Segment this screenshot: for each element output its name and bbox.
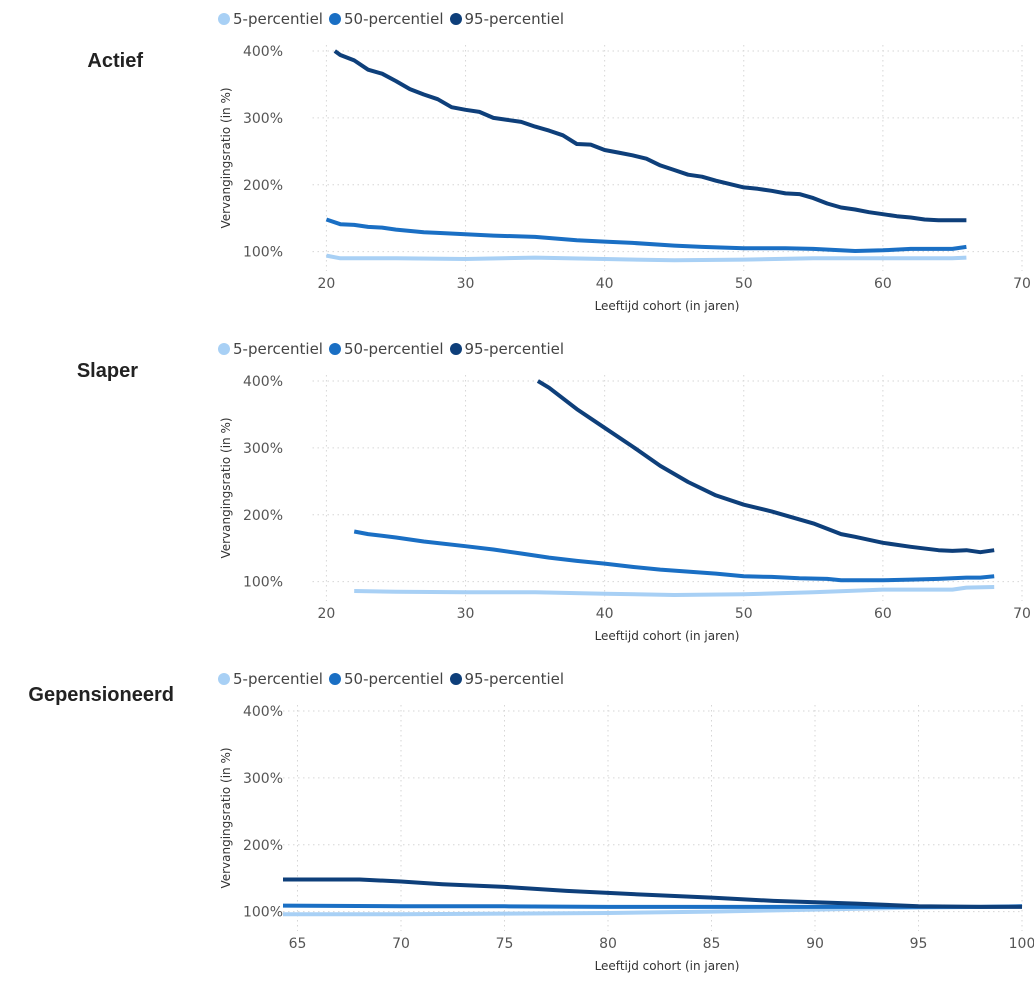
- chart-panel-actief: Actief 5-percentiel 50-percentiel 95-per…: [0, 0, 1034, 330]
- x-tick-label: 70: [392, 936, 410, 952]
- legend-dot-icon: [328, 673, 341, 685]
- chart-panel-gepensioneerd: Gepensioneerd 5-percentiel 50-percentiel…: [0, 660, 1034, 990]
- y-axis-title: Vervangingsratio (in %): [219, 417, 233, 558]
- legend: 5-percentiel 50-percentiel 95-percentiel: [218, 338, 570, 360]
- legend-dot-icon: [218, 673, 230, 685]
- legend-label: 95-percentiel: [464, 670, 565, 688]
- series-line-95-percentiel: [283, 877, 1022, 909]
- legend-item-50: 50-percentiel: [328, 340, 444, 358]
- legend-label: 5-percentiel: [233, 670, 323, 688]
- x-tick-label: 20: [317, 276, 335, 292]
- legend-label: 50-percentiel: [343, 670, 444, 688]
- legend: 5-percentiel 50-percentiel 95-percentiel: [218, 8, 570, 30]
- y-tick-label: 300%: [243, 111, 283, 127]
- x-tick-label: 30: [457, 276, 475, 292]
- y-tick-label: 200%: [243, 178, 283, 194]
- y-tick-label: 200%: [243, 838, 283, 854]
- legend-label: 95-percentiel: [464, 340, 565, 358]
- x-tick-label: 50: [735, 606, 753, 622]
- legend-dot-icon: [218, 343, 230, 355]
- series-line-95-percentiel: [333, 49, 967, 223]
- legend-dot-icon: [449, 13, 462, 25]
- legend-label: 95-percentiel: [464, 10, 565, 28]
- legend-label: 5-percentiel: [233, 340, 323, 358]
- y-tick-label: 100%: [243, 245, 283, 261]
- y-axis-title: Vervangingsratio (in %): [219, 747, 233, 888]
- chart-svg: 100% 200% 300% 400% 20 30 40 50 60 70 Vervangingsr…: [219, 44, 1031, 313]
- panel-title: Gepensioneerd: [28, 684, 174, 706]
- panel-title: Slaper: [76, 360, 138, 382]
- series-line-50-percentiel: [325, 217, 967, 253]
- legend-label: 50-percentiel: [343, 340, 444, 358]
- x-tick-label: 90: [806, 936, 824, 952]
- legend-dot-icon: [449, 343, 462, 355]
- legend-label: 50-percentiel: [343, 10, 444, 28]
- panel-title: Actief: [87, 50, 143, 72]
- x-tick-label: 65: [289, 936, 307, 952]
- grid: [312, 375, 1023, 601]
- y-tick-label: 200%: [243, 508, 283, 524]
- legend-item-5: 5-percentiel: [218, 340, 323, 358]
- chart-svg: 100% 200% 300% 400% 65 70 75 80 85 90 95 100 Vervang…: [219, 704, 1034, 973]
- legend-label: 5-percentiel: [233, 10, 323, 28]
- legend-dot-icon: [328, 343, 341, 355]
- y-tick-label: 100%: [243, 575, 283, 591]
- x-tick-label: 60: [874, 606, 892, 622]
- x-tick-label: 70: [1013, 276, 1031, 292]
- x-tick-label: 60: [874, 276, 892, 292]
- x-tick-label: 40: [596, 276, 614, 292]
- series-line-50-percentiel: [353, 529, 995, 583]
- legend-item-95: 95-percentiel: [449, 10, 565, 28]
- x-tick-label: 40: [596, 606, 614, 622]
- x-tick-label: 75: [496, 936, 514, 952]
- y-tick-label: 400%: [243, 374, 283, 390]
- y-tick-label: 400%: [243, 44, 283, 60]
- chart-panel-slaper: Slaper 5-percentiel 50-percentiel 95-per…: [0, 330, 1034, 660]
- x-tick-label: 30: [457, 606, 475, 622]
- x-tick-label: 100: [1009, 936, 1034, 952]
- legend-item-50: 50-percentiel: [328, 670, 444, 688]
- legend: 5-percentiel 50-percentiel 95-percentiel: [218, 668, 570, 690]
- legend-item-5: 5-percentiel: [218, 670, 323, 688]
- legend-item-95: 95-percentiel: [449, 340, 565, 358]
- x-tick-label: 95: [910, 936, 928, 952]
- y-axis-title: Vervangingsratio (in %): [219, 87, 233, 228]
- x-axis-title: Leeftijd cohort (in jaren): [595, 299, 740, 313]
- series-line-95-percentiel: [536, 379, 995, 555]
- legend-item-95: 95-percentiel: [449, 670, 565, 688]
- x-axis-title: Leeftijd cohort (in jaren): [595, 959, 740, 973]
- x-tick-label: 80: [599, 936, 617, 952]
- legend-item-50: 50-percentiel: [328, 10, 444, 28]
- x-tick-label: 70: [1013, 606, 1031, 622]
- legend-item-5: 5-percentiel: [218, 10, 323, 28]
- x-tick-label: 50: [735, 276, 753, 292]
- series-line-5-percentiel: [354, 585, 995, 597]
- series-line-5-percentiel: [326, 253, 967, 263]
- chart-svg: 100% 200% 300% 400% 20 30 40 50 60 70 Vervangingsr…: [219, 374, 1031, 643]
- grid: [312, 45, 1023, 271]
- y-tick-label: 300%: [243, 441, 283, 457]
- legend-dot-icon: [449, 673, 462, 685]
- grid: [283, 705, 1023, 931]
- x-tick-label: 20: [317, 606, 335, 622]
- legend-dot-icon: [328, 13, 341, 25]
- y-tick-label: 300%: [243, 771, 283, 787]
- x-axis-title: Leeftijd cohort (in jaren): [595, 629, 740, 643]
- legend-dot-icon: [218, 13, 230, 25]
- x-tick-label: 85: [703, 936, 721, 952]
- y-tick-label: 100%: [243, 905, 283, 921]
- y-tick-label: 400%: [243, 704, 283, 720]
